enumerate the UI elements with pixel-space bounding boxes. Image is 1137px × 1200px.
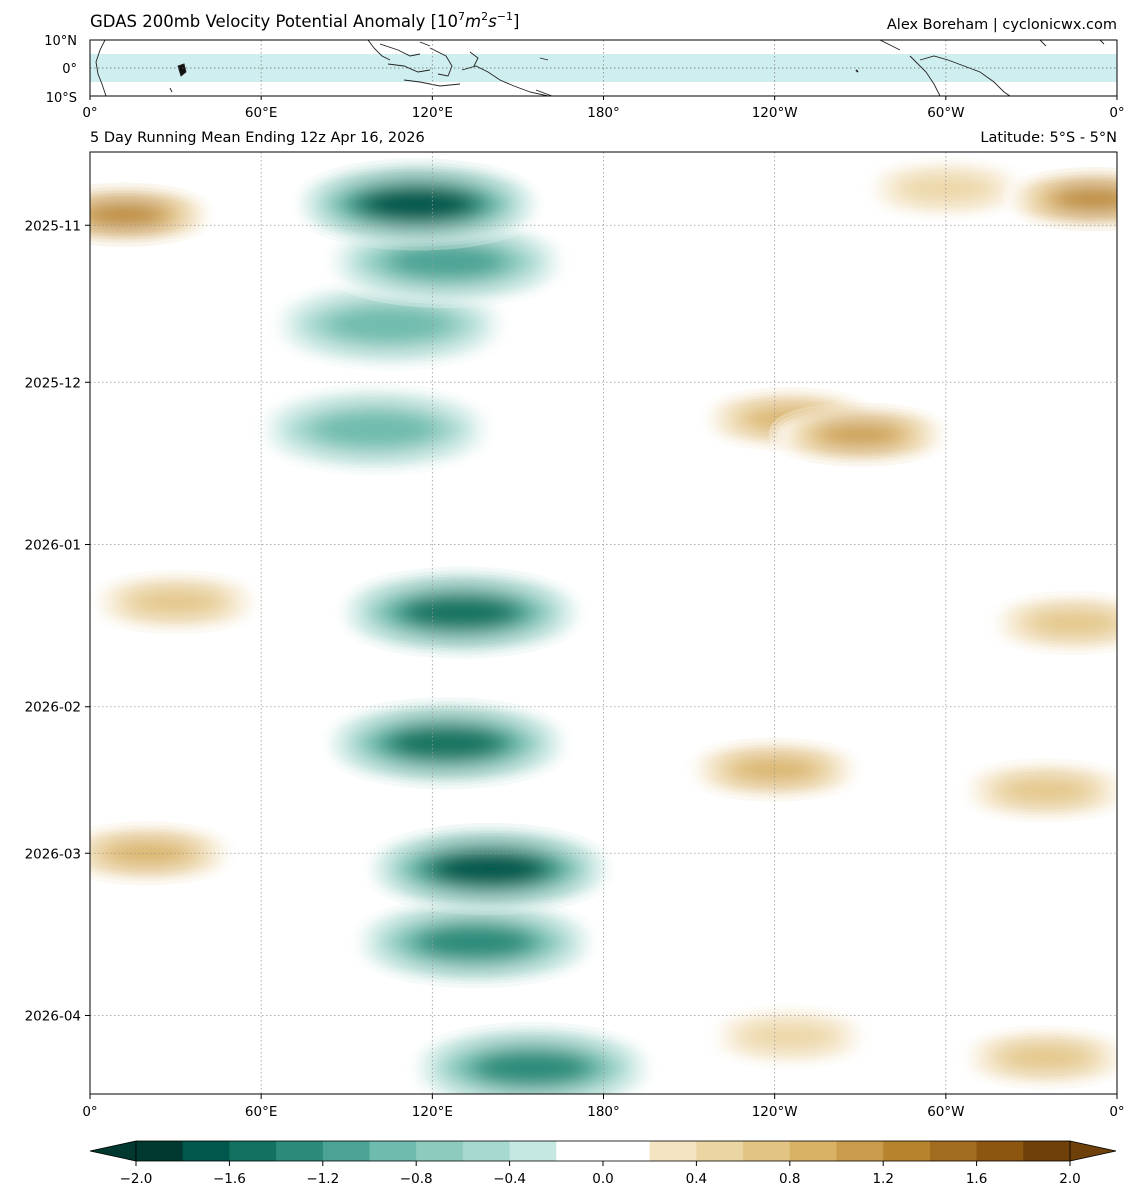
anomaly-blob (355, 906, 596, 979)
colorbar-segment (929, 1141, 978, 1161)
anomaly-blob (269, 288, 510, 361)
colorbar: −2.0 −1.6 −1.2 −0.8 −0.4 0.0 0.4 0.8 1.2 1.6 2.0 (89, 1140, 1117, 1187)
colorbar-tick-label: 1.6 (966, 1171, 987, 1187)
credit-text: Alex Boreham | cyclonicwx.com (887, 17, 1117, 33)
x-axis: 0° 60°E 120°E 180° 120°W 60°W 0° (82, 1094, 1125, 1120)
colorbar-segment (556, 1141, 604, 1161)
anomaly-blob (989, 601, 1117, 645)
x-tick-label: 0° (1109, 1104, 1124, 1120)
anomaly-blob (703, 1014, 874, 1059)
y-tick-label: 2026-01 (25, 538, 81, 554)
anomaly-blob (775, 412, 946, 457)
colorbar-segment (649, 1141, 697, 1161)
colorbar-segment (136, 1141, 184, 1161)
anomaly-blob (90, 831, 233, 876)
subtitle-right: Latitude: 5°S - 5°N (980, 130, 1117, 146)
colorbar-segment (276, 1141, 324, 1161)
anomaly-field (90, 166, 1117, 1094)
colorbar-tick-label: −1.6 (213, 1171, 246, 1187)
hovmoller-plot: 0° 60°E 120°E 180° 120°W 60°W 0° 2025-112025-1… (25, 151, 1125, 1120)
colorbar-extend-high (1069, 1140, 1117, 1162)
anomaly-blob (90, 192, 210, 237)
colorbar-segment (976, 1141, 1024, 1161)
grid-lines (90, 152, 1117, 1094)
x-tick-label: 180° (587, 1104, 620, 1120)
colorbar-tick-label: 2.0 (1059, 1171, 1080, 1187)
colorbar-tick-label: 0.0 (592, 1171, 613, 1187)
colorbar-tick-label: −2.0 (120, 1171, 153, 1187)
y-tick-label: 2025-12 (25, 375, 81, 391)
map-lon-label: 120°W (752, 105, 798, 121)
anomaly-blob (412, 1031, 653, 1094)
y-tick-label: 2025-11 (25, 218, 81, 234)
colorbar-segment (462, 1141, 511, 1161)
map-lon-label: 120°E (412, 105, 453, 121)
colorbar-segment (696, 1141, 744, 1161)
anomaly-blob (1009, 177, 1117, 222)
colorbar-segment (883, 1141, 931, 1161)
anomaly-blob (369, 832, 610, 905)
colorbar-segment (1023, 1141, 1071, 1161)
map-lon-label: 0° (1109, 105, 1124, 121)
colorbar-extend-low (89, 1140, 137, 1162)
lat-label-10s: 10°S (46, 91, 77, 106)
colorbar-segment (416, 1141, 464, 1161)
map-lon-label: 0° (82, 105, 97, 121)
anomaly-blob (326, 707, 567, 780)
colorbar-segment (743, 1141, 791, 1161)
colorbar-tick-label: 0.4 (686, 1171, 707, 1187)
colorbar-segment (182, 1141, 230, 1161)
anomaly-blob (960, 1035, 1117, 1080)
colorbar-segment (836, 1141, 884, 1161)
anomaly-blob (340, 576, 581, 649)
anomaly-blob (298, 168, 539, 241)
x-tick-label: 0° (82, 1104, 97, 1120)
y-axis: 2025-11 2025-12 2026-01 2026-02 2026-03 2026-… (25, 218, 90, 1025)
anomaly-blob (255, 393, 496, 466)
x-tick-label: 120°E (412, 1104, 453, 1120)
y-tick-label: 2026-02 (25, 700, 81, 716)
map-lon-label: 60°W (927, 105, 964, 121)
colorbar-segment (603, 1141, 651, 1161)
colorbar-tick-label: −0.8 (400, 1171, 433, 1187)
anomaly-blob (689, 747, 860, 792)
map-lon-label: 60°E (245, 105, 277, 121)
x-tick-label: 60°E (245, 1104, 277, 1120)
lat-label-10n: 10°N (44, 34, 77, 49)
colorbar-segment (229, 1141, 277, 1161)
anomaly-blob (326, 225, 567, 298)
colorbar-segment (509, 1141, 557, 1161)
colorbar-segment (789, 1141, 837, 1161)
x-tick-label: 120°W (752, 1104, 798, 1120)
colorbar-tick-label: −0.4 (493, 1171, 526, 1187)
coastlines (95, 40, 1105, 96)
subtitle-left: 5 Day Running Mean Ending 12z Apr 16, 20… (90, 130, 425, 146)
colorbar-tick-label: 1.2 (872, 1171, 893, 1187)
map-lon-label: 180° (587, 105, 620, 121)
map-panel: 10°N 0° 10°S 0° 60°E 120°E 180° 120°W 60°W 0° (44, 34, 1124, 121)
anomaly-blob (960, 768, 1117, 813)
anomaly-blob (90, 580, 261, 625)
y-tick-label: 2026-04 (25, 1009, 81, 1025)
colorbar-segment (369, 1141, 417, 1161)
lat-label-eq: 0° (62, 62, 77, 77)
colorbar-tick-label: −1.2 (306, 1171, 339, 1187)
x-tick-label: 60°W (927, 1104, 964, 1120)
y-tick-label: 2026-03 (25, 846, 81, 862)
colorbar-tick-label: 0.8 (779, 1171, 800, 1187)
colorbar-segment (322, 1141, 370, 1161)
chart-title: GDAS 200mb Velocity Potential Anomaly [1… (90, 10, 519, 31)
